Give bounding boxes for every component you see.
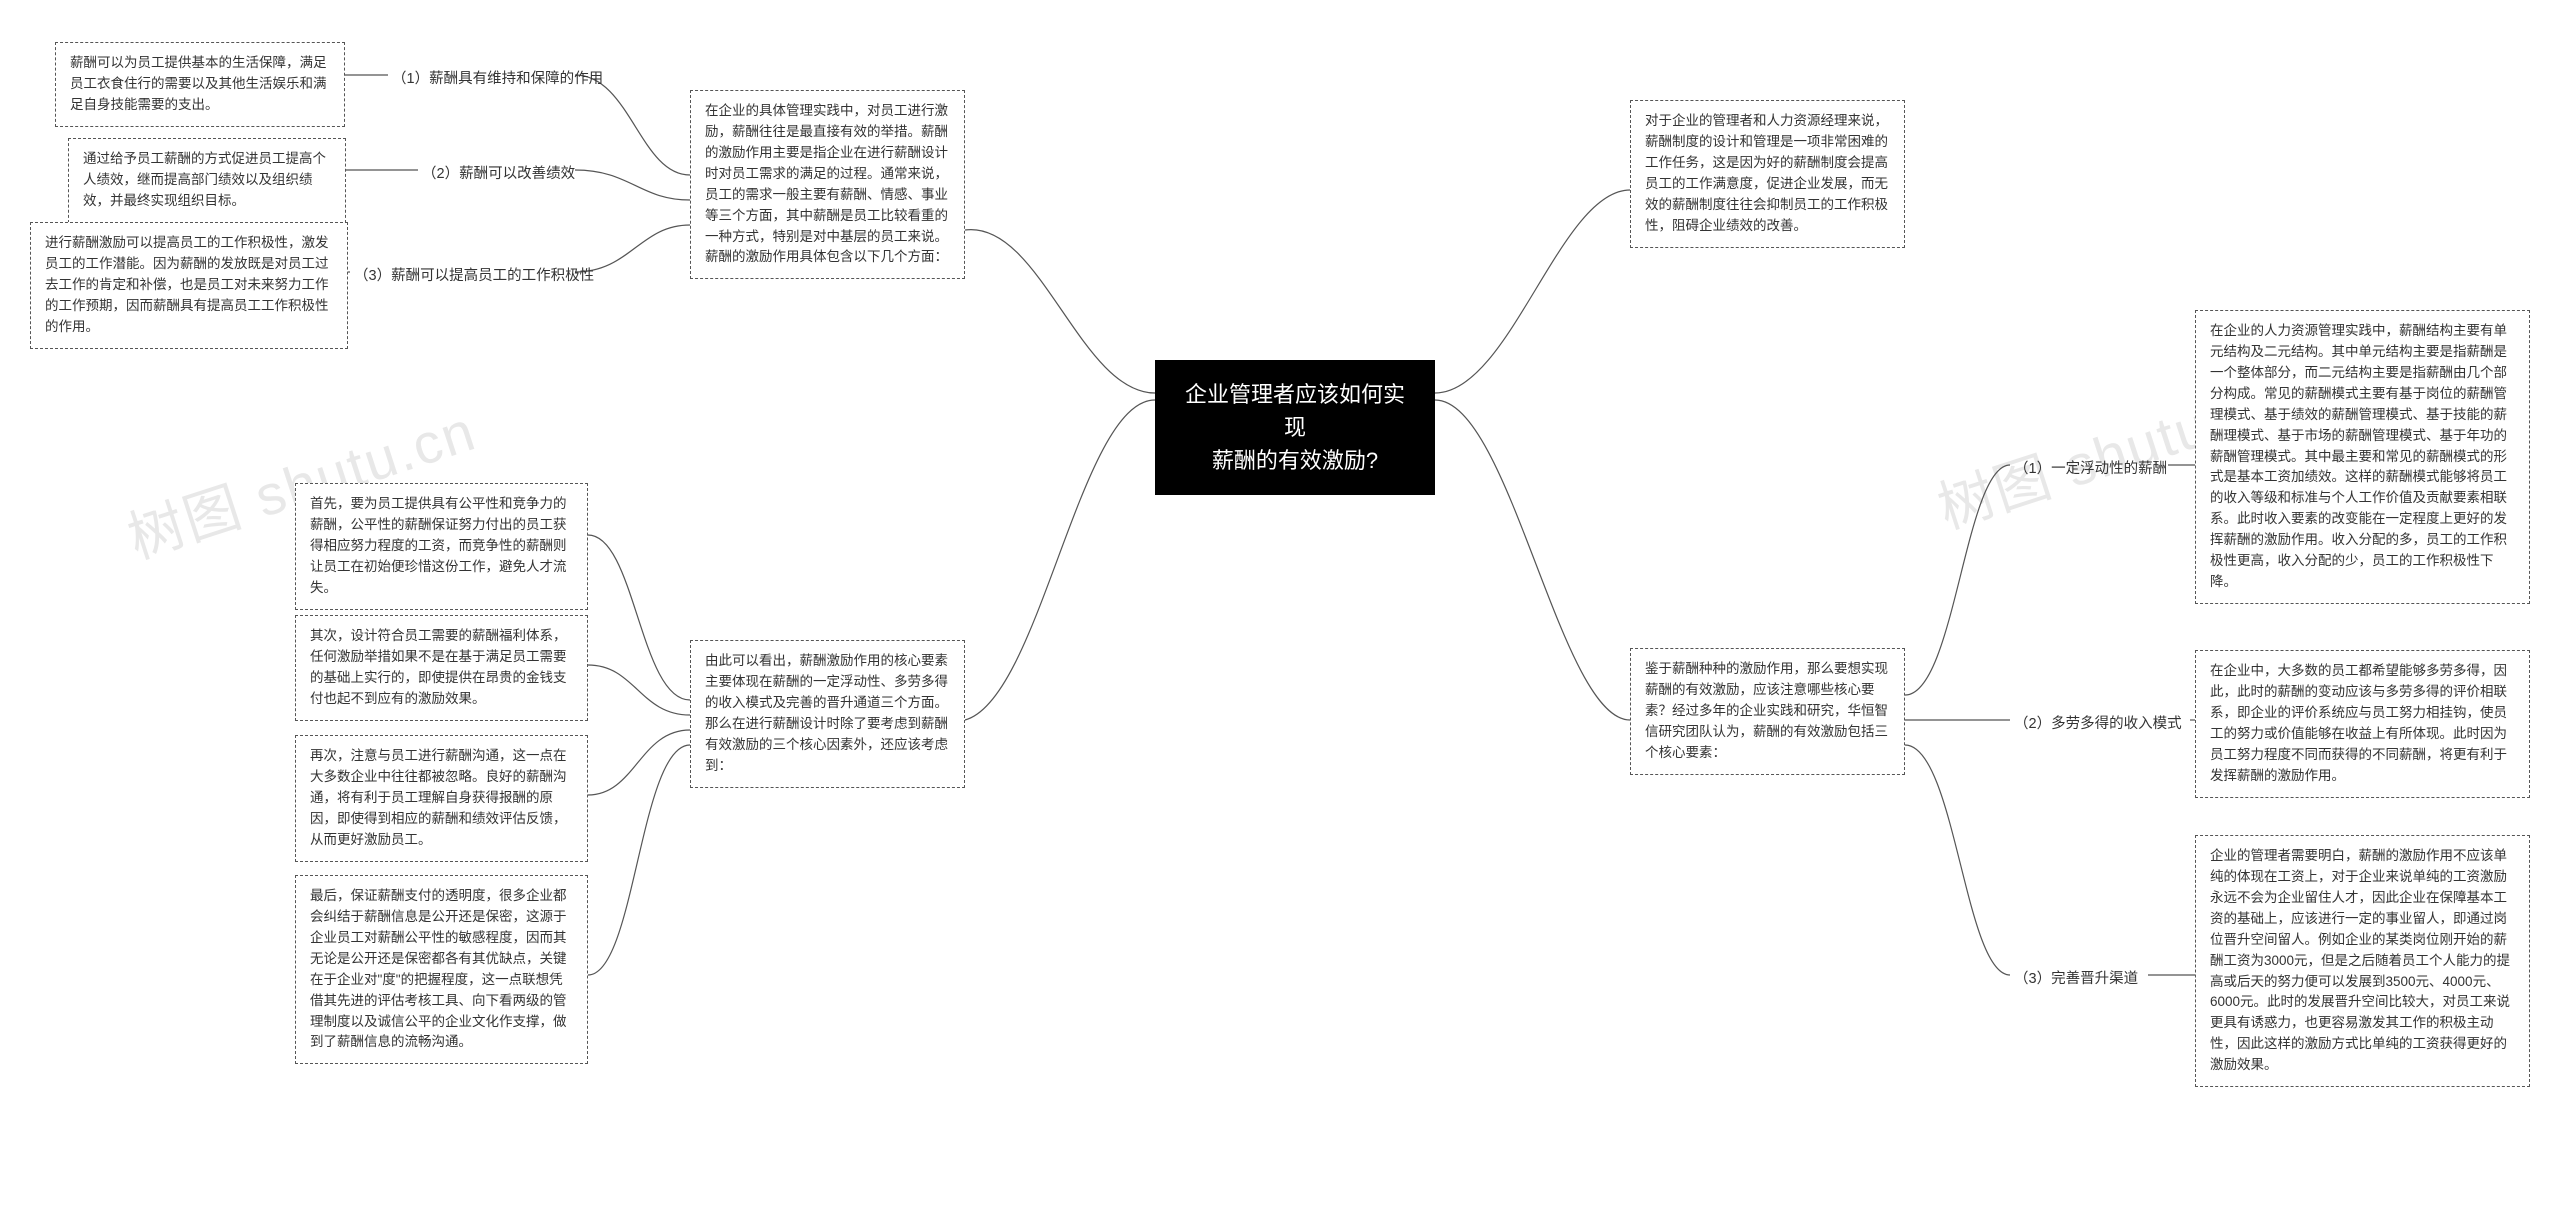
left-b1-sub2-label: （2）薪酬可以改善绩效 <box>418 160 579 185</box>
right-b2-sub2-text: 在企业中，大多数的员工都希望能够多劳多得，因此，此时的薪酬的变动应该与多劳多得的… <box>2195 650 2530 798</box>
right-b2-sub1-text: 在企业的人力资源管理实践中，薪酬结构主要有单元结构及二元结构。其中单元结构主要是… <box>2195 310 2530 604</box>
center-line1: 企业管理者应该如何实现 <box>1183 378 1407 444</box>
left-b1-sub1-label: （1）薪酬具有维持和保障的作用 <box>388 65 607 90</box>
left-b1-main: 在企业的具体管理实践中，对员工进行激励，薪酬往往是最直接有效的举措。薪酬的激励作… <box>690 90 965 279</box>
left-b2-main: 由此可以看出，薪酬激励作用的核心要素主要体现在薪酬的一定浮动性、多劳多得的收入模… <box>690 640 965 788</box>
left-b2-sub3: 再次，注意与员工进行薪酬沟通，这一点在大多数企业中往往都被忽略。良好的薪酬沟通，… <box>295 735 588 862</box>
right-b1-main: 对于企业的管理者和人力资源经理来说，薪酬制度的设计和管理是一项非常困难的工作任务… <box>1630 100 1905 248</box>
left-b2-sub4: 最后，保证薪酬支付的透明度，很多企业都会纠结于薪酬信息是公开还是保密，这源于企业… <box>295 875 588 1064</box>
left-b1-sub2-text: 通过给予员工薪酬的方式促进员工提高个人绩效，继而提高部门绩效以及组织绩效，并最终… <box>68 138 346 223</box>
center-title: 企业管理者应该如何实现 薪酬的有效激励? <box>1155 360 1435 495</box>
right-b2-sub3-text: 企业的管理者需要明白，薪酬的激励作用不应该单纯的体现在工资上，对于企业来说单纯的… <box>2195 835 2530 1087</box>
right-b2-main: 鉴于薪酬种种的激励作用，那么要想实现薪酬的有效激励，应该注意哪些核心要素？经过多… <box>1630 648 1905 775</box>
left-b1-sub3-label: （3）薪酬可以提高员工的工作积极性 <box>350 262 598 287</box>
left-b1-sub1-text: 薪酬可以为员工提供基本的生活保障，满足员工衣食住行的需要以及其他生活娱乐和满足自… <box>55 42 345 127</box>
right-b2-sub3-label: （3）完善晋升渠道 <box>2010 965 2142 990</box>
left-b2-sub1: 首先，要为员工提供具有公平性和竞争力的薪酬，公平性的薪酬保证努力付出的员工获得相… <box>295 483 588 610</box>
right-b2-sub2-label: （2）多劳多得的收入模式 <box>2010 710 2186 735</box>
left-b2-sub2: 其次，设计符合员工需要的薪酬福利体系，任何激励举措如果不是在基于满足员工需要的基… <box>295 615 588 721</box>
center-line2: 薪酬的有效激励? <box>1183 444 1407 477</box>
left-b1-sub3-text: 进行薪酬激励可以提高员工的工作积极性，激发员工的工作潜能。因为薪酬的发放既是对员… <box>30 222 348 349</box>
right-b2-sub1-label: （1）一定浮动性的薪酬 <box>2010 455 2171 480</box>
